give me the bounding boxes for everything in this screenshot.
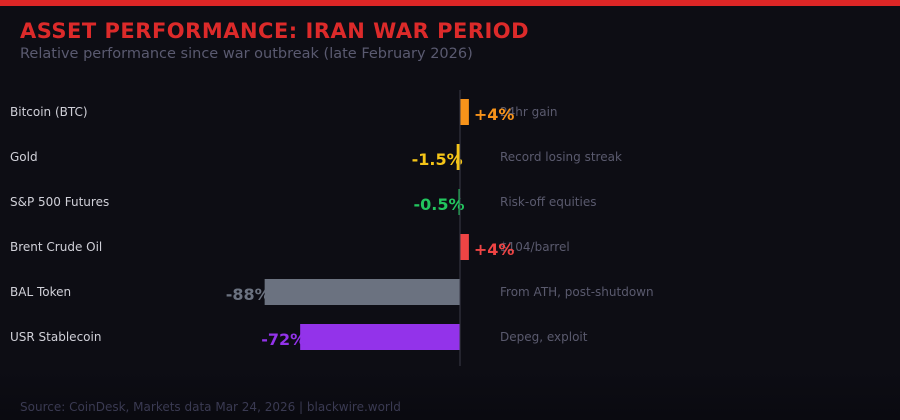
- category-label: USR Stablecoin: [10, 330, 101, 344]
- top-accent-bar: [0, 0, 900, 6]
- page-title: ASSET PERFORMANCE: IRAN WAR PERIOD: [20, 19, 530, 43]
- note-label: Risk-off equities: [500, 195, 596, 209]
- footer-background: [0, 370, 900, 420]
- category-label: S&P 500 Futures: [10, 195, 109, 209]
- category-label: Bitcoin (BTC): [10, 105, 88, 119]
- value-label: -72%: [261, 330, 306, 349]
- note-label: 24hr gain: [500, 105, 558, 119]
- bar: [456, 144, 460, 170]
- bar: [460, 99, 469, 125]
- value-label: -1.5%: [412, 150, 463, 169]
- value-label: -88%: [226, 285, 271, 304]
- note-label: Depeg, exploit: [500, 330, 588, 344]
- category-label: BAL Token: [10, 285, 71, 299]
- page-subtitle: Relative performance since war outbreak …: [20, 46, 473, 62]
- source-note: Source: CoinDesk, Markets data Mar 24, 2…: [20, 400, 401, 414]
- bar: [458, 189, 460, 215]
- note-label: From ATH, post-shutdown: [500, 285, 654, 299]
- note-label: Record losing streak: [500, 150, 622, 164]
- value-label: +4%: [474, 105, 515, 124]
- note-label: $104/barrel: [500, 240, 570, 254]
- bar: [460, 234, 469, 260]
- bar: [264, 279, 460, 305]
- value-label: -0.5%: [413, 195, 464, 214]
- category-label: Gold: [10, 150, 38, 164]
- value-label: +4%: [474, 240, 515, 259]
- category-label: Brent Crude Oil: [10, 240, 102, 254]
- bar: [300, 324, 460, 350]
